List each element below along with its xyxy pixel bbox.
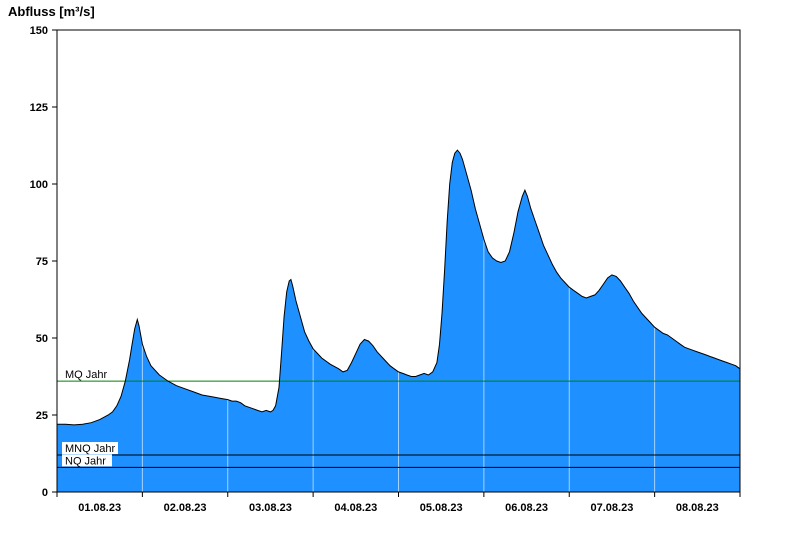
- y-tick-label: 25: [36, 410, 48, 422]
- reference-label-0: MQ Jahr: [65, 369, 108, 381]
- x-tick-label: 04.08.23: [334, 502, 377, 514]
- x-tick-label: 05.08.23: [420, 502, 463, 514]
- reference-label-2: NQ Jahr: [65, 455, 106, 467]
- x-tick-label: 03.08.23: [249, 502, 292, 514]
- reference-label-bg-2: [62, 454, 112, 467]
- x-tick-label: 01.08.23: [78, 502, 121, 514]
- chart-title: Abfluss [m³/s]: [8, 4, 95, 19]
- x-tick-label: 06.08.23: [505, 502, 548, 514]
- x-tick-label: 08.08.23: [676, 502, 719, 514]
- y-tick-label: 0: [42, 487, 48, 499]
- reference-label-1: MNQ Jahr: [65, 443, 115, 455]
- reference-label-bg-1: [62, 442, 118, 455]
- discharge-line: [57, 149, 741, 426]
- reference-label-bg-0: [62, 368, 112, 381]
- y-tick-label: 125: [30, 102, 48, 114]
- y-tick-label: 75: [36, 256, 48, 268]
- x-tick-label: 02.08.23: [164, 502, 207, 514]
- y-tick-label: 150: [30, 25, 48, 37]
- y-tick-label: 50: [36, 333, 48, 345]
- x-tick-label: 07.08.23: [591, 502, 634, 514]
- y-tick-label: 100: [30, 179, 48, 191]
